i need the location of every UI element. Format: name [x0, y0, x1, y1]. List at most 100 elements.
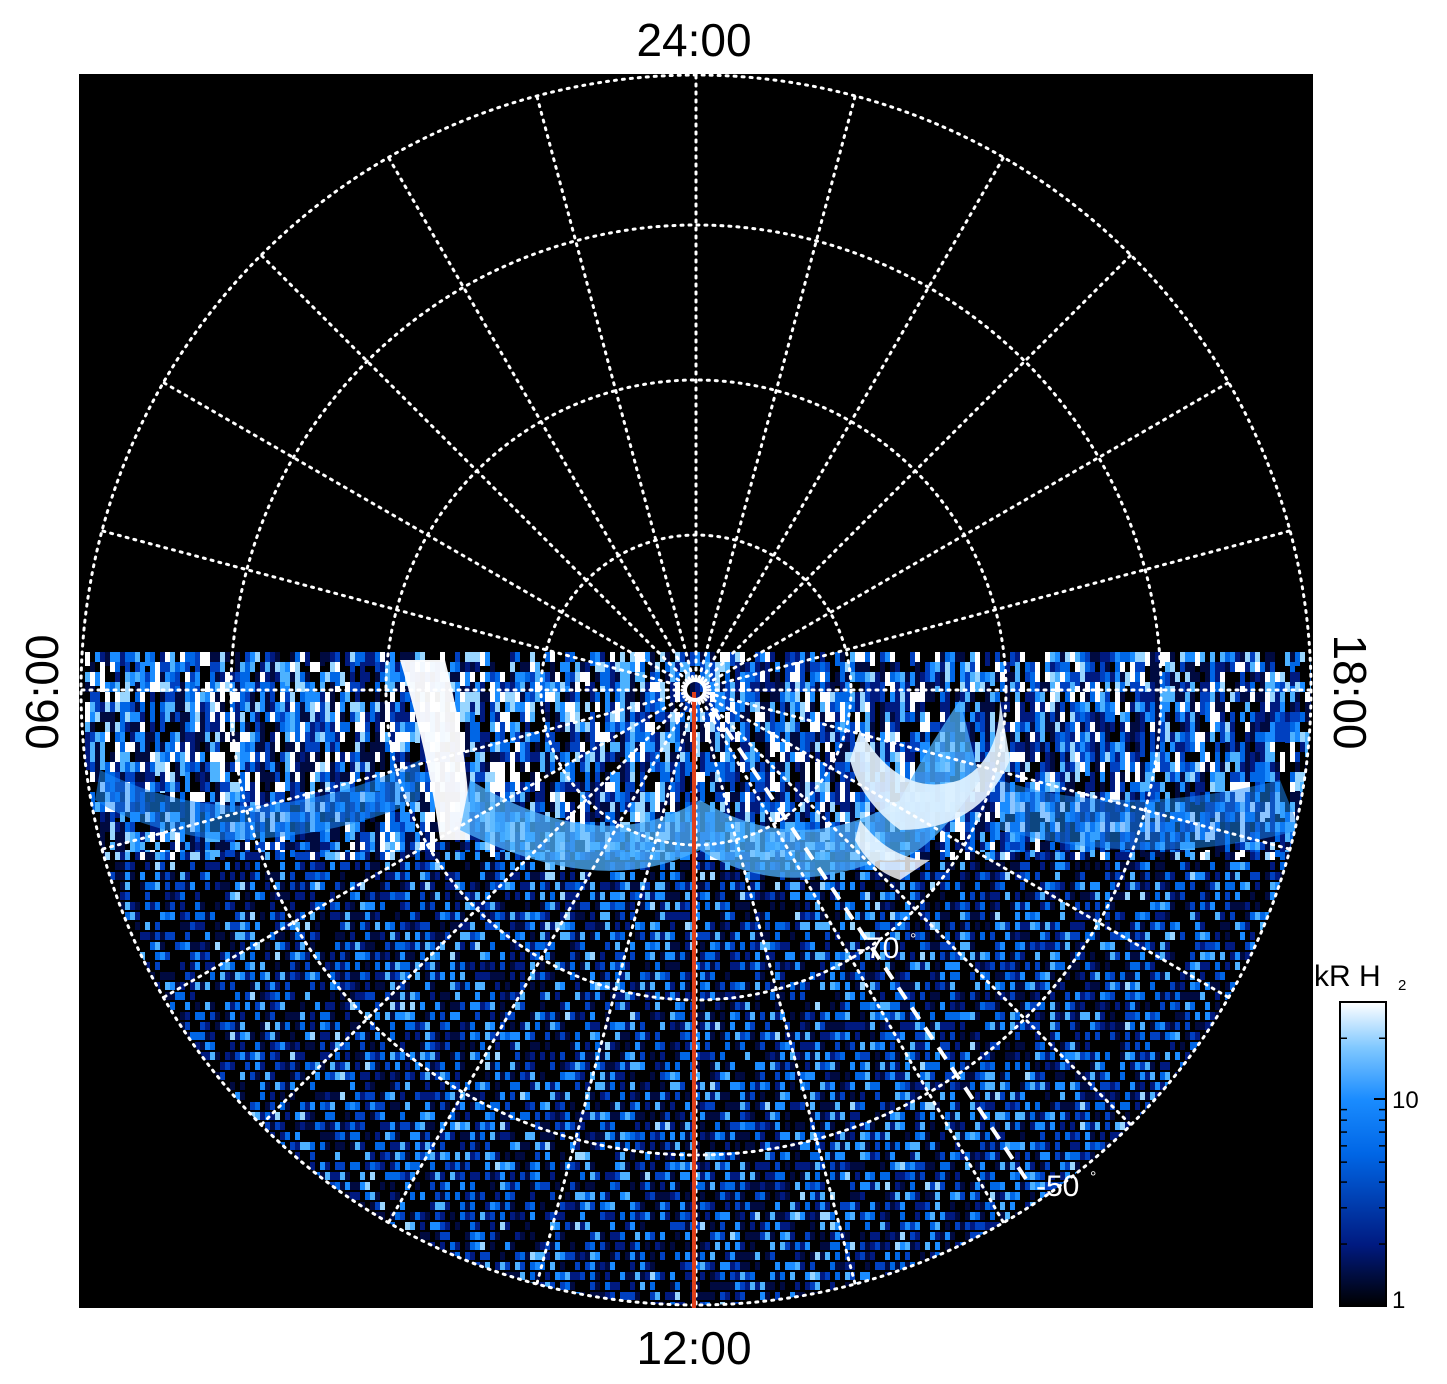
emission-pixel: [1290, 672, 1295, 686]
emission-pixel: [590, 652, 595, 666]
emission-pixel: [590, 682, 595, 711]
emission-pixel: [585, 772, 590, 791]
emission-pixel: [140, 882, 145, 890]
emission-pixel: [155, 752, 160, 776]
emission-pixel: [1105, 892, 1110, 900]
emission-pixel: [1055, 842, 1060, 850]
emission-pixel: [720, 872, 725, 880]
emission-pixel: [345, 852, 350, 860]
emission-pixel: [190, 872, 195, 880]
emission-pixel: [165, 882, 170, 890]
emission-pixel: [1090, 652, 1095, 666]
emission-pixel: [995, 822, 1000, 840]
emission-pixel: [685, 902, 690, 910]
emission-pixel: [350, 842, 355, 850]
emission-pixel: [235, 842, 240, 850]
emission-pixel: [1040, 892, 1045, 900]
emission-pixel: [1155, 712, 1160, 742]
emission-pixel: [660, 652, 665, 666]
emission-pixel: [785, 652, 790, 666]
emission-pixel: [1295, 722, 1300, 743]
emission-pixel: [1225, 862, 1230, 870]
emission-pixel: [545, 752, 550, 776]
emission-pixel: [495, 772, 500, 791]
emission-pixel: [130, 902, 135, 910]
emission-pixel: [1015, 852, 1020, 860]
emission-pixel: [515, 892, 520, 900]
emission-pixel: [1140, 712, 1145, 742]
emission-pixel: [165, 672, 170, 686]
emission-pixel: [200, 772, 205, 791]
emission-pixel: [425, 652, 430, 666]
emission-pixel: [660, 882, 665, 890]
emission-pixel: [300, 722, 305, 743]
emission-pixel: [390, 902, 395, 910]
emission-pixel: [705, 882, 710, 890]
emission-pixel: [840, 782, 845, 805]
emission-pixel: [1210, 862, 1215, 870]
emission-pixel: [1310, 672, 1311, 686]
emission-pixel: [880, 882, 885, 890]
emission-pixel: [1250, 892, 1255, 900]
emission-pixel: [1255, 862, 1260, 870]
emission-pixel: [910, 672, 915, 686]
emission-pixel: [535, 662, 540, 692]
emission-pixel: [540, 882, 545, 890]
emission-pixel: [515, 872, 520, 880]
emission-pixel: [655, 652, 660, 666]
emission-pixel: [275, 652, 280, 666]
emission-pixel: [785, 882, 790, 890]
emission-pixel: [1065, 722, 1070, 743]
emission-pixel: [1270, 702, 1275, 722]
emission-pixel: [240, 872, 245, 880]
emission-pixel: [1065, 872, 1070, 880]
emission-pixel: [930, 872, 935, 880]
emission-pixel: [240, 852, 245, 860]
emission-pixel: [580, 872, 585, 880]
emission-pixel: [235, 892, 240, 900]
emission-pixel: [165, 902, 170, 910]
emission-pixel: [665, 672, 670, 686]
emission-pixel: [1100, 882, 1105, 890]
emission-pixel: [430, 902, 435, 910]
emission-pixel: [445, 842, 450, 850]
emission-pixel: [730, 892, 735, 900]
emission-pixel: [860, 872, 865, 880]
emission-pixel: [1065, 702, 1070, 722]
emission-pixel: [855, 672, 860, 686]
emission-pixel: [990, 892, 995, 900]
emission-pixel: [465, 862, 470, 870]
emission-pixel: [680, 652, 685, 666]
emission-pixel: [1205, 662, 1210, 692]
emission-pixel: [675, 902, 680, 910]
emission-pixel: [720, 652, 725, 666]
emission-pixel: [455, 672, 460, 686]
emission-pixel: [480, 872, 485, 880]
emission-pixel: [155, 652, 160, 666]
emission-pixel: [1085, 712, 1090, 742]
emission-pixel: [280, 842, 285, 850]
emission-pixel: [100, 652, 105, 666]
emission-pixel: [625, 652, 630, 666]
emission-pixel: [185, 842, 190, 850]
emission-pixel: [335, 652, 340, 666]
emission-pixel: [525, 882, 530, 890]
emission-pixel: [265, 882, 270, 890]
emission-pixel: [465, 652, 470, 666]
emission-pixel: [310, 722, 315, 743]
emission-pixel: [325, 652, 330, 666]
emission-pixel: [885, 722, 890, 743]
emission-pixel: [335, 702, 340, 722]
emission-pixel: [1000, 882, 1005, 890]
emission-pixel: [925, 862, 930, 870]
emission-pixel: [950, 682, 955, 711]
emission-pixel: [300, 702, 305, 722]
emission-pixel: [490, 902, 495, 910]
emission-pixel: [935, 872, 940, 880]
emission-pixel: [90, 672, 95, 686]
emission-pixel: [130, 872, 135, 880]
emission-pixel: [290, 862, 295, 870]
emission-pixel: [1100, 852, 1105, 860]
emission-pixel: [635, 882, 640, 890]
emission-pixel: [380, 652, 385, 666]
